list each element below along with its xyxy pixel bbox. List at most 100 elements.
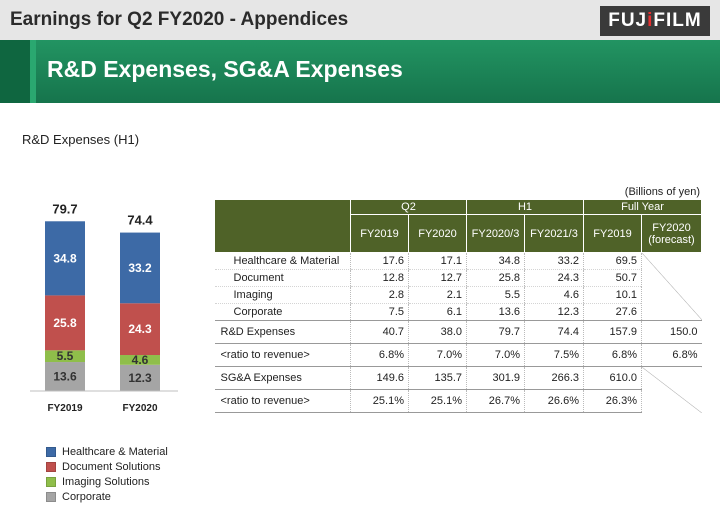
cell: 25.1% <box>350 389 409 413</box>
category-label-fy2020: FY2020 <box>122 403 157 414</box>
table-row: R&D Expenses 40.7 38.0 79.7 74.4 157.9 1… <box>214 320 702 344</box>
legend-swatch <box>46 461 56 472</box>
legend-item: Healthcare & Material <box>46 444 168 459</box>
bar-segment-corporate-fy2020 <box>120 364 160 391</box>
col-header: FY2021/3 <box>524 214 584 253</box>
legend-swatch <box>46 446 56 457</box>
legend-label: Corporate <box>62 490 111 503</box>
col-header: FY2020 <box>408 214 467 253</box>
col-header-line: FY2020 <box>652 221 691 234</box>
cell: 4.6 <box>524 286 584 304</box>
bar-segment-imaging-solutions-fy2020 <box>120 355 160 365</box>
bar-segment-corporate-fy2019 <box>45 362 85 391</box>
table-row: Imaging 2.8 2.1 5.5 4.6 10.1 <box>214 286 702 304</box>
cell: 24.3 <box>524 269 584 287</box>
row-label: <ratio to revenue> <box>214 343 351 367</box>
cell: 79.7 <box>466 320 525 344</box>
legend-label: Healthcare & Material <box>62 445 168 458</box>
cell: 6.8% <box>641 343 702 367</box>
cell: 74.4 <box>524 320 584 344</box>
table-row: Document 12.8 12.7 25.8 24.3 50.7 <box>214 269 702 287</box>
cell: 13.6 <box>466 303 525 321</box>
legend-label: Imaging Solutions <box>62 475 150 488</box>
row-label: Corporate <box>233 306 283 318</box>
banner-accent <box>0 40 30 103</box>
cell: 2.1 <box>408 286 467 304</box>
cell: 26.6% <box>524 389 584 413</box>
total-label-fy2020: 74.4 <box>127 213 153 228</box>
logo-text-2: i <box>647 10 654 31</box>
empty-forecast-cell <box>641 366 702 413</box>
cell: 266.3 <box>524 366 584 390</box>
cell: 17.1 <box>408 252 467 270</box>
cell: 7.5% <box>524 343 584 367</box>
legend-item: Document Solutions <box>46 459 168 474</box>
cell: 38.0 <box>408 320 467 344</box>
chart-bars: 13.6 5.5 25.8 34.8 79.7 FY2019 12.3 4.6 24.3 33.2… <box>45 201 160 414</box>
cell: 17.6 <box>350 252 409 270</box>
cell: 34.8 <box>466 252 525 270</box>
units-note: (Billions of yen) <box>624 186 700 198</box>
bar-segment-healthcare-material-fy2019 <box>45 221 85 296</box>
data-label-healthcare-material-fy2019: 34.8 <box>53 251 77 265</box>
table-row: <ratio to revenue> 25.1% 25.1% 26.7% 26.… <box>214 389 702 413</box>
table-corner-header <box>214 199 351 253</box>
cell: 150.0 <box>641 320 702 344</box>
row-label: Document <box>214 269 351 287</box>
row-label: Healthcare & Material <box>214 252 351 270</box>
bar-segment-imaging-solutions-fy2019 <box>45 350 85 363</box>
cell: 33.2 <box>524 252 584 270</box>
document-title: Earnings for Q2 FY2020 - Appendices <box>10 9 349 30</box>
row-label: R&D Expenses <box>214 320 351 344</box>
cell: 157.9 <box>583 320 642 344</box>
cell: 26.7% <box>466 389 525 413</box>
legend-label: Document Solutions <box>62 460 161 473</box>
bar-segment-document-solutions-fy2020 <box>120 303 160 356</box>
row-label: SG&A Expenses <box>214 366 351 390</box>
data-label-imaging-solutions-fy2020: 4.6 <box>132 353 149 367</box>
cell: 25.8 <box>466 269 525 287</box>
bar-segment-document-solutions-fy2019 <box>45 295 85 351</box>
cell: 2.8 <box>350 286 409 304</box>
cell: 27.6 <box>583 303 642 321</box>
rd-expenses-stacked-bar-chart: 13.6 5.5 25.8 34.8 79.7 FY2019 12.3 4.6 24.3 33.2… <box>30 201 178 414</box>
cell: 12.8 <box>350 269 409 287</box>
category-label-fy2019: FY2019 <box>47 403 82 414</box>
cell: 610.0 <box>583 366 642 390</box>
legend-swatch <box>46 476 56 487</box>
cell: 26.3% <box>583 389 642 413</box>
cell: 12.7 <box>408 269 467 287</box>
cell: 50.7 <box>583 269 642 287</box>
chart-section-label: R&D Expenses (H1) <box>22 132 140 147</box>
slide-title: R&D Expenses, SG&A Expenses <box>47 56 403 82</box>
cell: 6.8% <box>350 343 409 367</box>
table-row: Corporate 7.5 6.1 13.6 12.3 27.6 <box>215 303 702 321</box>
col-header: FY2019 <box>350 214 409 253</box>
cell: 5.5 <box>466 286 525 304</box>
cell: 6.1 <box>408 303 467 321</box>
data-label-corporate-fy2020: 12.3 <box>128 371 152 385</box>
legend-swatch <box>46 491 56 502</box>
banner-accent-light <box>30 40 36 103</box>
logo-text-1: FUJ <box>608 10 648 31</box>
col-header: FY2020/3 <box>466 214 525 253</box>
row-label: Imaging <box>214 286 351 304</box>
title-banner <box>0 40 720 103</box>
bar-segment-healthcare-material-fy2020 <box>120 232 160 304</box>
expenses-table: Q2 H1 Full Year FY2019 FY2020 FY2020/3 F… <box>214 199 702 413</box>
cell: 7.5 <box>350 303 409 321</box>
table-row: SG&A Expenses 149.6 135.7 301.9 266.3 61… <box>214 366 702 413</box>
cell: 25.1% <box>408 389 467 413</box>
chart-legend: Healthcare & Material Document Solutions… <box>46 444 168 504</box>
logo-text-3: FILM <box>653 10 702 31</box>
data-label-corporate-fy2019: 13.6 <box>53 370 77 384</box>
cell: 301.9 <box>466 366 525 390</box>
cell: 135.7 <box>408 366 467 390</box>
legend-item: Imaging Solutions <box>46 474 168 489</box>
cell: 7.0% <box>466 343 525 367</box>
cell: 40.7 <box>350 320 409 344</box>
table-row: Healthcare & Material 17.6 17.1 34.8 33.… <box>214 252 702 321</box>
legend-item: Corporate <box>46 489 168 504</box>
data-label-imaging-solutions-fy2019: 5.5 <box>57 349 74 363</box>
data-label-healthcare-material-fy2020: 33.2 <box>128 261 152 275</box>
